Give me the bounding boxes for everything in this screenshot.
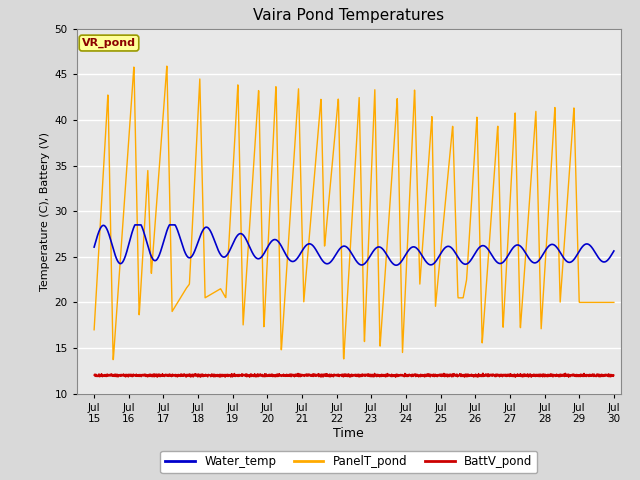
Title: Vaira Pond Temperatures: Vaira Pond Temperatures: [253, 9, 444, 24]
Text: VR_pond: VR_pond: [82, 38, 136, 48]
X-axis label: Time: Time: [333, 427, 364, 440]
Y-axis label: Temperature (C), Battery (V): Temperature (C), Battery (V): [40, 132, 51, 291]
Legend: Water_temp, PanelT_pond, BattV_pond: Water_temp, PanelT_pond, BattV_pond: [161, 451, 537, 473]
